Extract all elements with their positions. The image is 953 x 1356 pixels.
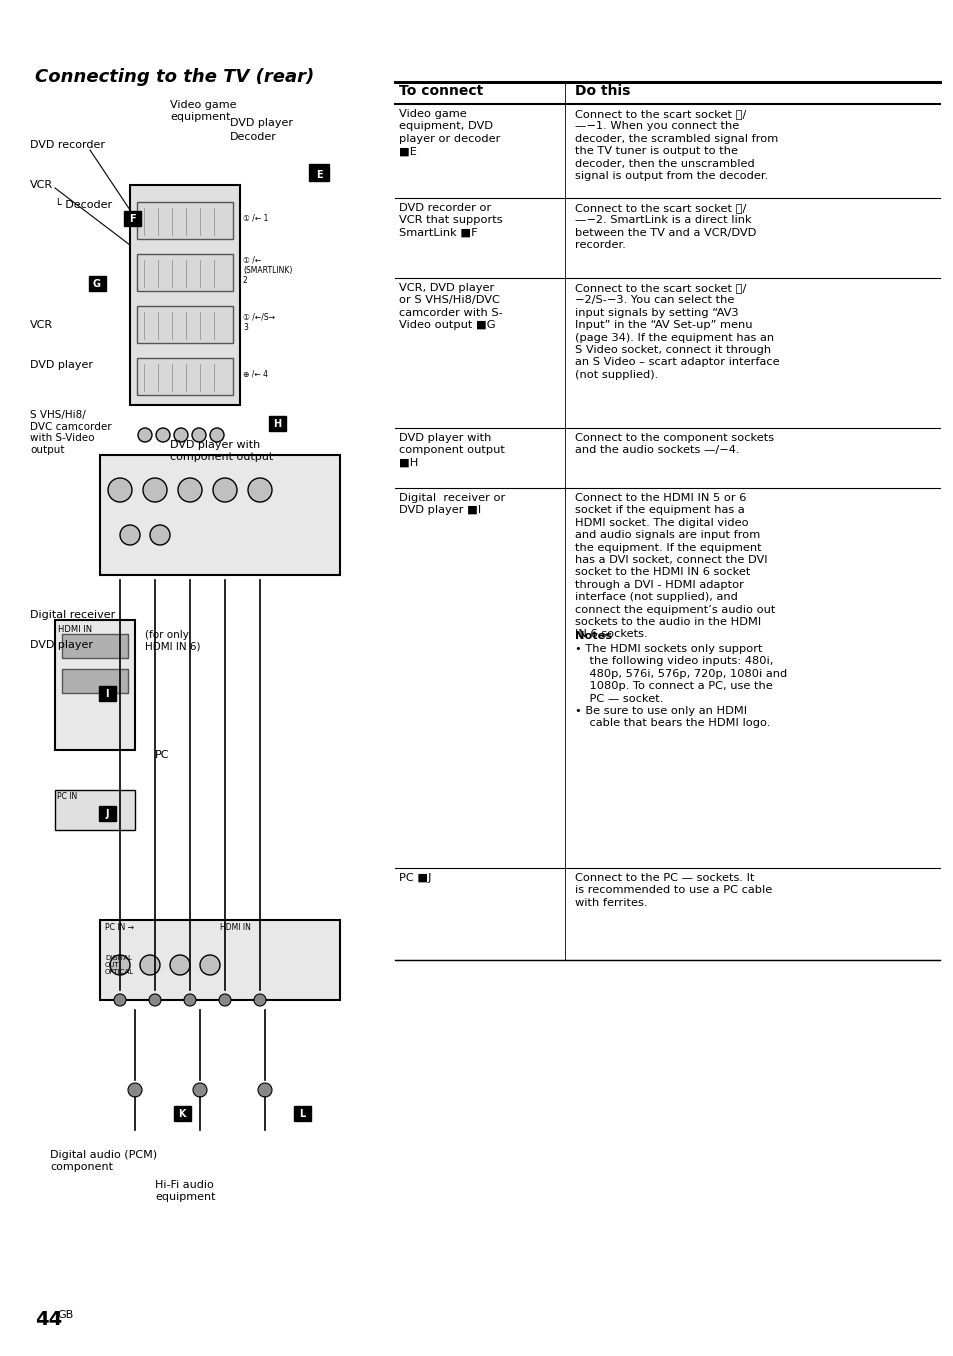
Text: VCR, DVD player
or S VHS/Hi8/DVC
camcorder with S-
Video output ■G: VCR, DVD player or S VHS/Hi8/DVC camcord…	[398, 283, 502, 331]
Text: Digital  receiver or
DVD player ■I: Digital receiver or DVD player ■I	[398, 494, 505, 515]
Text: Connect to the component sockets
and the audio sockets —/−4.: Connect to the component sockets and the…	[575, 433, 773, 456]
FancyBboxPatch shape	[100, 919, 339, 999]
FancyBboxPatch shape	[137, 358, 233, 395]
Text: Decoder: Decoder	[230, 132, 276, 142]
Circle shape	[200, 955, 220, 975]
Text: ① /← 1: ① /← 1	[243, 213, 268, 222]
Text: DVD player: DVD player	[30, 359, 92, 370]
Circle shape	[178, 479, 202, 502]
Text: Connect to the HDMI IN 5 or 6
socket if the equipment has a
HDMI socket. The dig: Connect to the HDMI IN 5 or 6 socket if …	[575, 494, 775, 640]
FancyBboxPatch shape	[99, 805, 116, 820]
Text: PC ■J: PC ■J	[398, 873, 431, 883]
Text: DVD player: DVD player	[230, 118, 293, 127]
Text: G: G	[92, 279, 101, 289]
Text: Digital audio (PCM)
component: Digital audio (PCM) component	[50, 1150, 157, 1172]
Text: Video game
equipment, DVD
player or decoder
■E: Video game equipment, DVD player or deco…	[398, 108, 500, 156]
Circle shape	[184, 994, 195, 1006]
FancyBboxPatch shape	[137, 306, 233, 343]
Text: HDMI IN: HDMI IN	[220, 923, 251, 932]
FancyBboxPatch shape	[294, 1106, 311, 1121]
FancyBboxPatch shape	[62, 635, 128, 658]
Text: Connect to the PC — sockets. It
is recommended to use a PC cable
with ferrites.: Connect to the PC — sockets. It is recom…	[575, 873, 771, 907]
Circle shape	[213, 479, 236, 502]
Text: DVD player with
component output: DVD player with component output	[170, 439, 273, 461]
Text: Connect to the scart socket ➕/
−2/S-−3. You can select the
input signals by sett: Connect to the scart socket ➕/ −2/S-−3. …	[575, 283, 779, 380]
Text: Do this: Do this	[575, 84, 630, 98]
Circle shape	[257, 1083, 272, 1097]
Circle shape	[253, 994, 266, 1006]
FancyBboxPatch shape	[137, 202, 233, 239]
Text: DIGITAL
OUT
OPTICAL: DIGITAL OUT OPTICAL	[105, 955, 134, 975]
Text: (for only
HDMI IN 6): (for only HDMI IN 6)	[145, 631, 200, 652]
Circle shape	[108, 479, 132, 502]
FancyBboxPatch shape	[124, 212, 141, 226]
Text: I: I	[105, 689, 109, 698]
Text: Notes: Notes	[575, 631, 612, 641]
Text: F: F	[129, 214, 135, 224]
FancyBboxPatch shape	[62, 669, 128, 693]
Text: 44: 44	[35, 1310, 62, 1329]
Text: PC: PC	[154, 750, 170, 759]
Text: ① /←
(SMARTLINK)
2: ① /← (SMARTLINK) 2	[243, 255, 292, 285]
Circle shape	[143, 479, 167, 502]
Text: GB: GB	[57, 1310, 73, 1319]
FancyBboxPatch shape	[99, 686, 116, 701]
Circle shape	[150, 525, 170, 545]
Text: Digital receiver: Digital receiver	[30, 610, 115, 620]
Circle shape	[170, 955, 190, 975]
Circle shape	[156, 428, 170, 442]
Circle shape	[192, 428, 206, 442]
Circle shape	[219, 994, 231, 1006]
Circle shape	[138, 428, 152, 442]
FancyBboxPatch shape	[89, 277, 106, 292]
Text: Hi-Fi audio
equipment: Hi-Fi audio equipment	[154, 1180, 215, 1201]
Text: DVD recorder or
VCR that supports
SmartLink ■F: DVD recorder or VCR that supports SmartL…	[398, 203, 502, 237]
Text: Connect to the scart socket ➕/
—−1. When you connect the
decoder, the scrambled : Connect to the scart socket ➕/ —−1. When…	[575, 108, 778, 180]
Text: DVD player with
component output
■H: DVD player with component output ■H	[398, 433, 504, 468]
FancyBboxPatch shape	[55, 791, 135, 830]
Text: • The HDMI sockets only support
    the following video inputs: 480i,
    480p, : • The HDMI sockets only support the foll…	[575, 644, 786, 728]
Text: VCR: VCR	[30, 180, 53, 190]
Text: ① /←/S→
3: ① /←/S→ 3	[243, 312, 274, 332]
Text: PC IN: PC IN	[57, 792, 77, 801]
Text: Video game
equipment: Video game equipment	[170, 100, 236, 122]
FancyBboxPatch shape	[100, 456, 339, 575]
Text: HDMI IN: HDMI IN	[58, 625, 92, 635]
Text: H: H	[273, 419, 281, 428]
Circle shape	[149, 994, 161, 1006]
Text: DVD recorder: DVD recorder	[30, 140, 105, 151]
Text: E: E	[315, 170, 322, 180]
Circle shape	[210, 428, 224, 442]
Text: DVD player: DVD player	[30, 640, 92, 650]
FancyBboxPatch shape	[173, 1106, 191, 1121]
Circle shape	[140, 955, 160, 975]
Text: K: K	[178, 1109, 186, 1119]
FancyBboxPatch shape	[137, 254, 233, 292]
Circle shape	[248, 479, 272, 502]
Text: Connect to the scart socket ➕/
—−2. SmartLink is a direct link
between the TV an: Connect to the scart socket ➕/ —−2. Smar…	[575, 203, 756, 251]
Circle shape	[113, 994, 126, 1006]
Circle shape	[193, 1083, 207, 1097]
Text: L: L	[298, 1109, 305, 1119]
FancyBboxPatch shape	[269, 416, 286, 431]
Text: To connect: To connect	[398, 84, 483, 98]
Text: PC IN →: PC IN →	[105, 923, 133, 932]
Circle shape	[128, 1083, 142, 1097]
FancyBboxPatch shape	[309, 164, 329, 180]
Text: Connecting to the TV (rear): Connecting to the TV (rear)	[35, 68, 314, 85]
FancyBboxPatch shape	[130, 184, 240, 405]
Text: VCR: VCR	[30, 320, 53, 330]
Circle shape	[120, 525, 140, 545]
Circle shape	[110, 955, 130, 975]
FancyBboxPatch shape	[55, 620, 135, 750]
Text: J: J	[105, 810, 109, 819]
Text: S VHS/Hi8/
DVC camcorder
with S-Video
output: S VHS/Hi8/ DVC camcorder with S-Video ou…	[30, 410, 112, 454]
Text: ⊕ /← 4: ⊕ /← 4	[243, 369, 268, 378]
Circle shape	[173, 428, 188, 442]
Text: └ Decoder: └ Decoder	[55, 199, 112, 210]
